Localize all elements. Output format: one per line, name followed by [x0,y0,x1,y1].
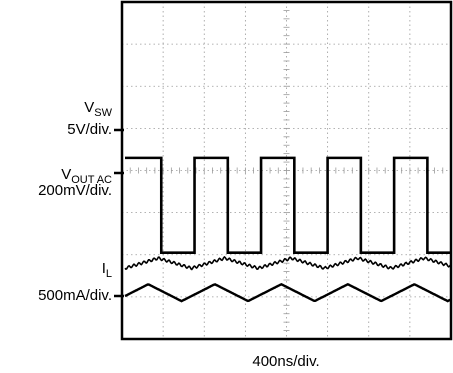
traces [124,156,452,303]
channel-name-main: V [84,99,94,116]
channel-scale-2: 500mA/div. [38,287,112,304]
trace-il [124,282,452,303]
channel-scale-0: 5V/div. [67,121,112,138]
grid [122,2,451,339]
channel-name-main: V [61,166,71,183]
trace-vsw [125,156,451,254]
time-scale-label: 400ns/div. [252,353,319,370]
channel-name-1: VOUT AC [61,166,112,186]
channel-name-main: I [102,260,106,277]
channel-name-sub: OUT AC [71,174,112,186]
channel-name-2: IL [102,260,112,280]
channel-scale-1: 200mV/div. [38,182,112,199]
channel-name-sub: L [106,268,112,280]
trace-vout-ac [124,255,452,271]
channel-name-sub: SW [94,107,112,119]
plot-frame [120,0,453,341]
channel-name-0: VSW [84,99,112,119]
